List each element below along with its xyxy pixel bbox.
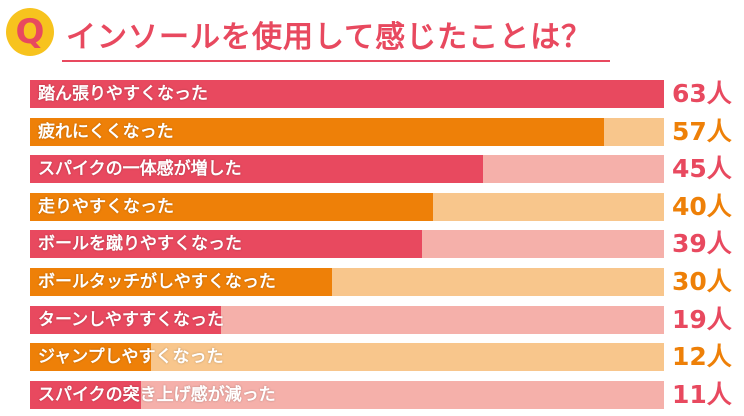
bar-value-label: 45人 [672, 154, 732, 183]
bar-row: ボールを蹴りやすくなった 39人 [0, 229, 744, 258]
bar-row: ターンしやすすくなった 19人 [0, 305, 744, 334]
bar-category-label: スパイクの一体感が増した [38, 159, 242, 179]
bar-category-label: ボールを蹴りやすくなった [38, 234, 242, 254]
bar [30, 230, 422, 258]
bar-row: 踏ん張りやすくなった 63人 [0, 79, 744, 108]
question-badge-letter: Q [15, 12, 45, 52]
bar [30, 306, 221, 334]
bar-category-label: 走りやすくなった [38, 197, 174, 217]
bar [30, 80, 664, 108]
bar-category-label: 疲れにくくなった [38, 122, 174, 142]
chart-title: インソールを使用して感じたことは？ [66, 20, 593, 55]
bar-value-label: 63人 [672, 79, 732, 108]
bar-category-label: スパイクの突き上げ感が減った [38, 385, 276, 405]
bar-row: 疲れにくくなった 57人 [0, 117, 744, 146]
bar [30, 118, 604, 146]
bar-row: ジャンプしやすくなった 12人 [0, 342, 744, 371]
bar-chart: 踏ん張りやすくなった 63人疲れにくくなった 57人スパイクの一体感が増した 45人走… [0, 74, 744, 416]
bar-value-label: 11人 [672, 380, 732, 409]
bar-value-label: 39人 [672, 229, 732, 258]
bar-category-label: ターンしやすすくなった [38, 310, 224, 330]
bar [30, 193, 433, 221]
bar-value-label: 57人 [672, 117, 732, 146]
title-underline [62, 60, 610, 62]
bar [30, 268, 332, 296]
bar [30, 155, 483, 183]
bar-value-label: 19人 [672, 305, 732, 334]
bar [30, 343, 151, 371]
bar-row: ボールタッチがしやすくなった 30人 [0, 267, 744, 296]
bar-row: スパイクの一体感が増した 45人 [0, 154, 744, 183]
bar-row: スパイクの突き上げ感が減った 11人 [0, 380, 744, 409]
bar-value-label: 40人 [672, 192, 732, 221]
bar-row: 走りやすくなった 40人 [0, 192, 744, 221]
bar [30, 381, 141, 409]
bar-value-label: 30人 [672, 267, 732, 296]
bar-value-label: 12人 [672, 342, 732, 371]
question-badge-icon: Q [6, 8, 54, 56]
bar-category-label: ジャンプしやすくなった [38, 347, 224, 367]
chart-header: Q インソールを使用して感じたことは？ [0, 0, 744, 70]
bar-category-label: 踏ん張りやすくなった [38, 84, 208, 104]
bar-category-label: ボールタッチがしやすくなった [38, 272, 276, 292]
